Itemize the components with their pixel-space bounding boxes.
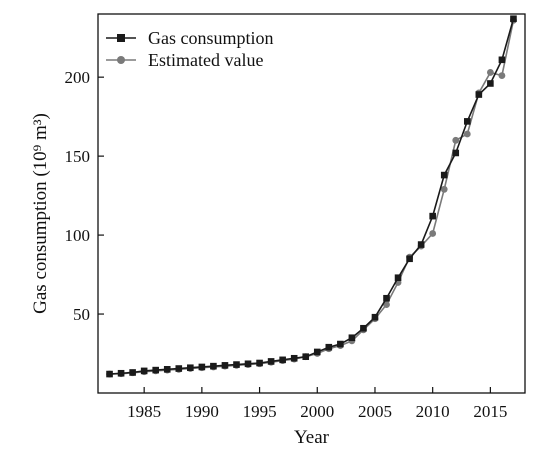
data-point (360, 324, 367, 332)
data-point (163, 366, 171, 373)
data-point (486, 69, 494, 76)
data-point (371, 313, 379, 321)
data-point (244, 360, 252, 368)
y-axis-label: Gas consumption (10⁹ m³) (30, 113, 51, 314)
legend-marker-circle (117, 56, 125, 64)
series-layer (106, 15, 517, 378)
data-point (325, 343, 333, 351)
data-point (187, 364, 194, 372)
data-point (452, 149, 460, 157)
x-tick-label: 2010 (416, 402, 450, 421)
plot-frame (97, 13, 526, 394)
data-point (383, 301, 390, 308)
legend-item-gas-consumption: Gas consumption (106, 28, 274, 48)
data-point (198, 363, 206, 371)
data-point (498, 56, 506, 64)
data-point (117, 369, 125, 377)
x-tick-label: 1990 (185, 402, 219, 421)
data-point (463, 130, 471, 138)
y-tick-label: 50 (73, 305, 90, 324)
data-point (210, 362, 217, 370)
x-tick-label: 2015 (473, 402, 507, 421)
data-point (429, 230, 437, 237)
data-point (313, 348, 321, 356)
data-point (487, 80, 494, 87)
data-point (510, 15, 517, 23)
data-point (175, 365, 183, 372)
x-tick-label: 1985 (127, 402, 161, 421)
data-point (440, 171, 448, 179)
data-point (475, 91, 483, 98)
axes (97, 13, 526, 394)
y-axis-ticks: 50 100 150 200 (65, 68, 104, 324)
legend-marker-square (117, 34, 125, 42)
data-point (337, 340, 344, 348)
x-axis-ticks: 1985 1990 1995 2000 2005 2010 2015 (127, 387, 507, 421)
data-point (256, 359, 263, 367)
data-point (233, 361, 240, 368)
series-gas-consumption (106, 15, 517, 378)
data-point (129, 369, 136, 376)
series-line (109, 20, 515, 375)
y-tick-label: 200 (65, 68, 91, 87)
data-point (498, 72, 506, 79)
legend-label-estimated-value: Estimated value (148, 50, 263, 70)
data-point (417, 241, 425, 248)
data-point (406, 255, 413, 263)
data-point (452, 136, 460, 144)
legend: Gas consumption Estimated value (106, 28, 274, 70)
y-tick-label: 150 (65, 147, 91, 166)
data-point (140, 367, 148, 375)
series-line (109, 18, 515, 375)
x-axis-label: Year (294, 427, 330, 448)
data-point (267, 358, 275, 365)
data-point (394, 274, 402, 282)
data-point (440, 185, 448, 193)
data-point (290, 354, 298, 362)
data-point (106, 370, 113, 378)
data-point (463, 118, 471, 125)
y-tick-label: 100 (65, 226, 91, 245)
legend-item-estimated-value: Estimated value (106, 50, 263, 70)
data-point (152, 366, 160, 374)
legend-label-gas-consumption: Gas consumption (148, 28, 274, 48)
data-point (221, 362, 229, 369)
x-tick-label: 2000 (300, 402, 334, 421)
data-point (348, 334, 356, 342)
data-point (279, 356, 286, 364)
data-point (302, 353, 310, 360)
x-tick-label: 2005 (358, 402, 392, 421)
x-tick-label: 1995 (243, 402, 277, 421)
data-point (429, 212, 436, 220)
data-point (383, 294, 390, 302)
series-estimated-value (106, 16, 517, 378)
